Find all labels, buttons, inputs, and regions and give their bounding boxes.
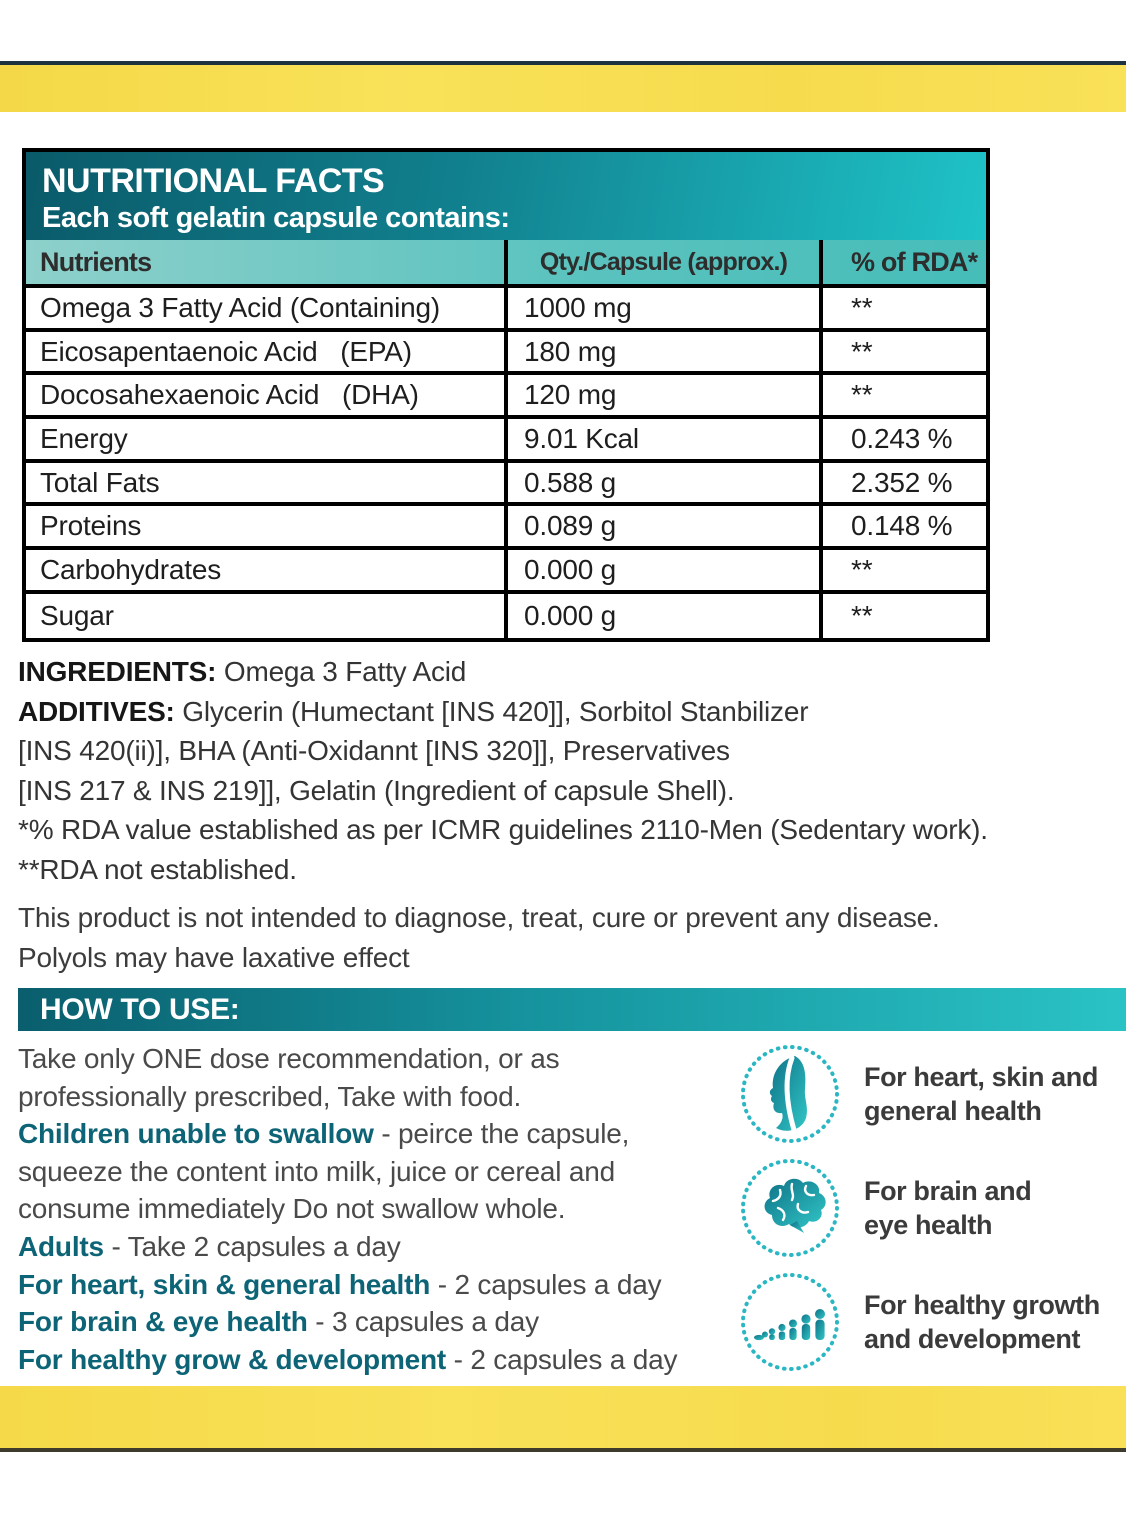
ingredients-line: **RDA not established.: [18, 853, 297, 885]
table-cell-qty: 0.588 g: [504, 462, 819, 503]
column-header-1: Qty./Capsule (approx.): [504, 240, 819, 284]
table-cell-qty: 0.000 g: [504, 550, 819, 590]
usage-line-bold: Children unable to swallow: [18, 1118, 374, 1150]
nutrition-table-header: NUTRITIONAL FACTS Each soft gelatin caps…: [26, 152, 986, 240]
table-cell-nutrient: Sugar: [40, 599, 114, 631]
table-cell-nutrient: Omega 3 Fatty Acid (Containing): [40, 291, 440, 323]
table-cell-nutrient: Energy: [40, 422, 128, 454]
usage-line: squeeze the content into milk, juice or …: [18, 1155, 616, 1187]
table-cell-rda: **: [819, 375, 986, 416]
table-row: Eicosapentaenoic Acid (EPA) 180 mg **: [26, 331, 986, 376]
usage-line: consume immediately Do not swallow whole…: [18, 1193, 566, 1225]
benefit-item: For heart, skin and general health: [740, 1044, 1126, 1144]
benefit-item: For brain and eye health: [740, 1158, 1126, 1258]
top-yellow-band: [0, 65, 1126, 112]
ingredients-line: *% RDA value established as per ICMR gui…: [18, 814, 988, 845]
usage-line-bold: For brain & eye health: [18, 1306, 308, 1338]
table-cell-qty: 0.000 g: [504, 593, 819, 638]
table-row: Total Fats 0.588 g 2.352 %: [26, 462, 986, 507]
column-header-0: Nutrients: [40, 246, 152, 277]
brain-icon: [740, 1158, 840, 1258]
table-row: Omega 3 Fatty Acid (Containing) 1000 mg **: [26, 288, 986, 332]
table-cell-nutrient: Docosahexaenoic Acid (DHA): [40, 379, 419, 411]
ingredients-line: ADDITIVES: Glycerin (Humectant [INS 420]…: [18, 695, 809, 727]
table-row: Docosahexaenoic Acid (DHA) 120 mg **: [26, 375, 986, 420]
how-to-use-title: HOW TO USE:: [40, 993, 240, 1026]
table-row: Energy 9.01 Kcal 0.243 %: [26, 419, 986, 463]
table-cell-rda: **: [819, 331, 986, 372]
usage-line: For brain & eye health - 3 capsules a da…: [18, 1306, 539, 1338]
ingredients-line-bold: INGREDIENTS:: [18, 656, 217, 687]
disclaimer-line: Polyols may have laxative effect: [18, 942, 410, 973]
table-cell-nutrient: Eicosapentaenoic Acid (EPA): [40, 335, 412, 367]
ingredients-line: [INS 420(ii)], BHA (Anti-Oxidannt [INS 3…: [18, 735, 730, 766]
table-cell-qty: 1000 mg: [504, 288, 819, 328]
ingredients-line-bold: ADDITIVES:: [18, 695, 175, 727]
usage-line: For healthy grow & development - 2 capsu…: [18, 1343, 678, 1375]
table-cell-nutrient: Total Fats: [40, 466, 160, 498]
benefit-label: For heart, skin and general health: [864, 1060, 1098, 1128]
benefit-label-line: eye health: [864, 1210, 993, 1240]
ingredients-line: INGREDIENTS: Omega 3 Fatty Acid: [18, 656, 467, 687]
disclaimer-line: This product is not intended to diagnose…: [18, 902, 940, 933]
disclaimer-block: This product is not intended to diagnose…: [18, 898, 1110, 978]
table-cell-qty: 0.089 g: [504, 506, 819, 547]
how-to-use-banner: HOW TO USE:: [18, 988, 1126, 1031]
table-cell-nutrient: Carbohydrates: [40, 553, 222, 585]
benefit-label-line: For heart, skin and: [864, 1062, 1098, 1092]
table-cell-rda: **: [819, 593, 986, 638]
usage-line: Children unable to swallow - peirce the …: [18, 1118, 630, 1150]
usage-instructions: Take only ONE dose recommendation, or as…: [18, 1040, 742, 1378]
benefit-label-line: For healthy growth: [864, 1290, 1100, 1320]
table-row: Sugar 0.000 g **: [26, 593, 986, 638]
usage-line-bold: For healthy grow & development: [18, 1343, 447, 1375]
benefit-label: For healthy growth and development: [864, 1288, 1100, 1356]
usage-line-bold: Adults: [18, 1230, 104, 1262]
benefit-label-line: general health: [864, 1096, 1042, 1126]
face-icon: [740, 1044, 840, 1144]
table-cell-rda: 0.243 %: [819, 419, 986, 459]
nutrition-subtitle: Each soft gelatin capsule contains:: [42, 202, 510, 234]
usage-line: For heart, skin & general health - 2 cap…: [18, 1268, 662, 1300]
benefit-label: For brain and eye health: [864, 1174, 1032, 1242]
table-row: Proteins 0.089 g 0.148 %: [26, 506, 986, 551]
usage-line-bold: For heart, skin & general health: [18, 1268, 431, 1300]
usage-line: Take only ONE dose recommendation, or as: [18, 1043, 560, 1074]
column-header-2: % of RDA*: [819, 240, 986, 284]
bottom-yellow-band: [0, 1386, 1126, 1448]
nutrition-title: NUTRITIONAL FACTS: [42, 162, 385, 200]
table-cell-nutrient: Proteins: [40, 510, 142, 542]
table-cell-rda: 0.148 %: [819, 506, 986, 547]
benefit-label-line: and development: [864, 1324, 1081, 1354]
benefit-label-line: For brain and: [864, 1176, 1032, 1206]
table-cell-qty: 120 mg: [504, 375, 819, 416]
table-row: Carbohydrates 0.000 g **: [26, 550, 986, 594]
nutrition-column-headers: Nutrients Qty./Capsule (approx.)% of RDA*: [26, 240, 986, 288]
top-divider: [0, 61, 1126, 65]
nutrition-rows: Omega 3 Fatty Acid (Containing) 1000 mg **…: [26, 288, 986, 638]
benefits-list: For heart, skin and general health For br…: [740, 1044, 1126, 1372]
table-cell-rda: 2.352 %: [819, 462, 986, 503]
table-cell-rda: **: [819, 288, 986, 328]
bottom-divider: [0, 1448, 1126, 1452]
ingredients-line: [INS 217 & INS 219]], Gelatin (Ingredien…: [18, 774, 735, 806]
growth-icon: [740, 1272, 840, 1372]
table-cell-rda: **: [819, 550, 986, 590]
table-cell-qty: 9.01 Kcal: [504, 419, 819, 459]
usage-line: Adults - Take 2 capsules a day: [18, 1230, 401, 1262]
benefit-item: For healthy growth and development: [740, 1272, 1126, 1372]
nutrition-facts-table: NUTRITIONAL FACTS Each soft gelatin caps…: [22, 148, 990, 642]
ingredients-block: INGREDIENTS: Omega 3 Fatty Acid ADDITIVES…: [18, 652, 1110, 889]
usage-line: professionally prescribed, Take with foo…: [18, 1080, 522, 1112]
table-cell-qty: 180 mg: [504, 331, 819, 372]
